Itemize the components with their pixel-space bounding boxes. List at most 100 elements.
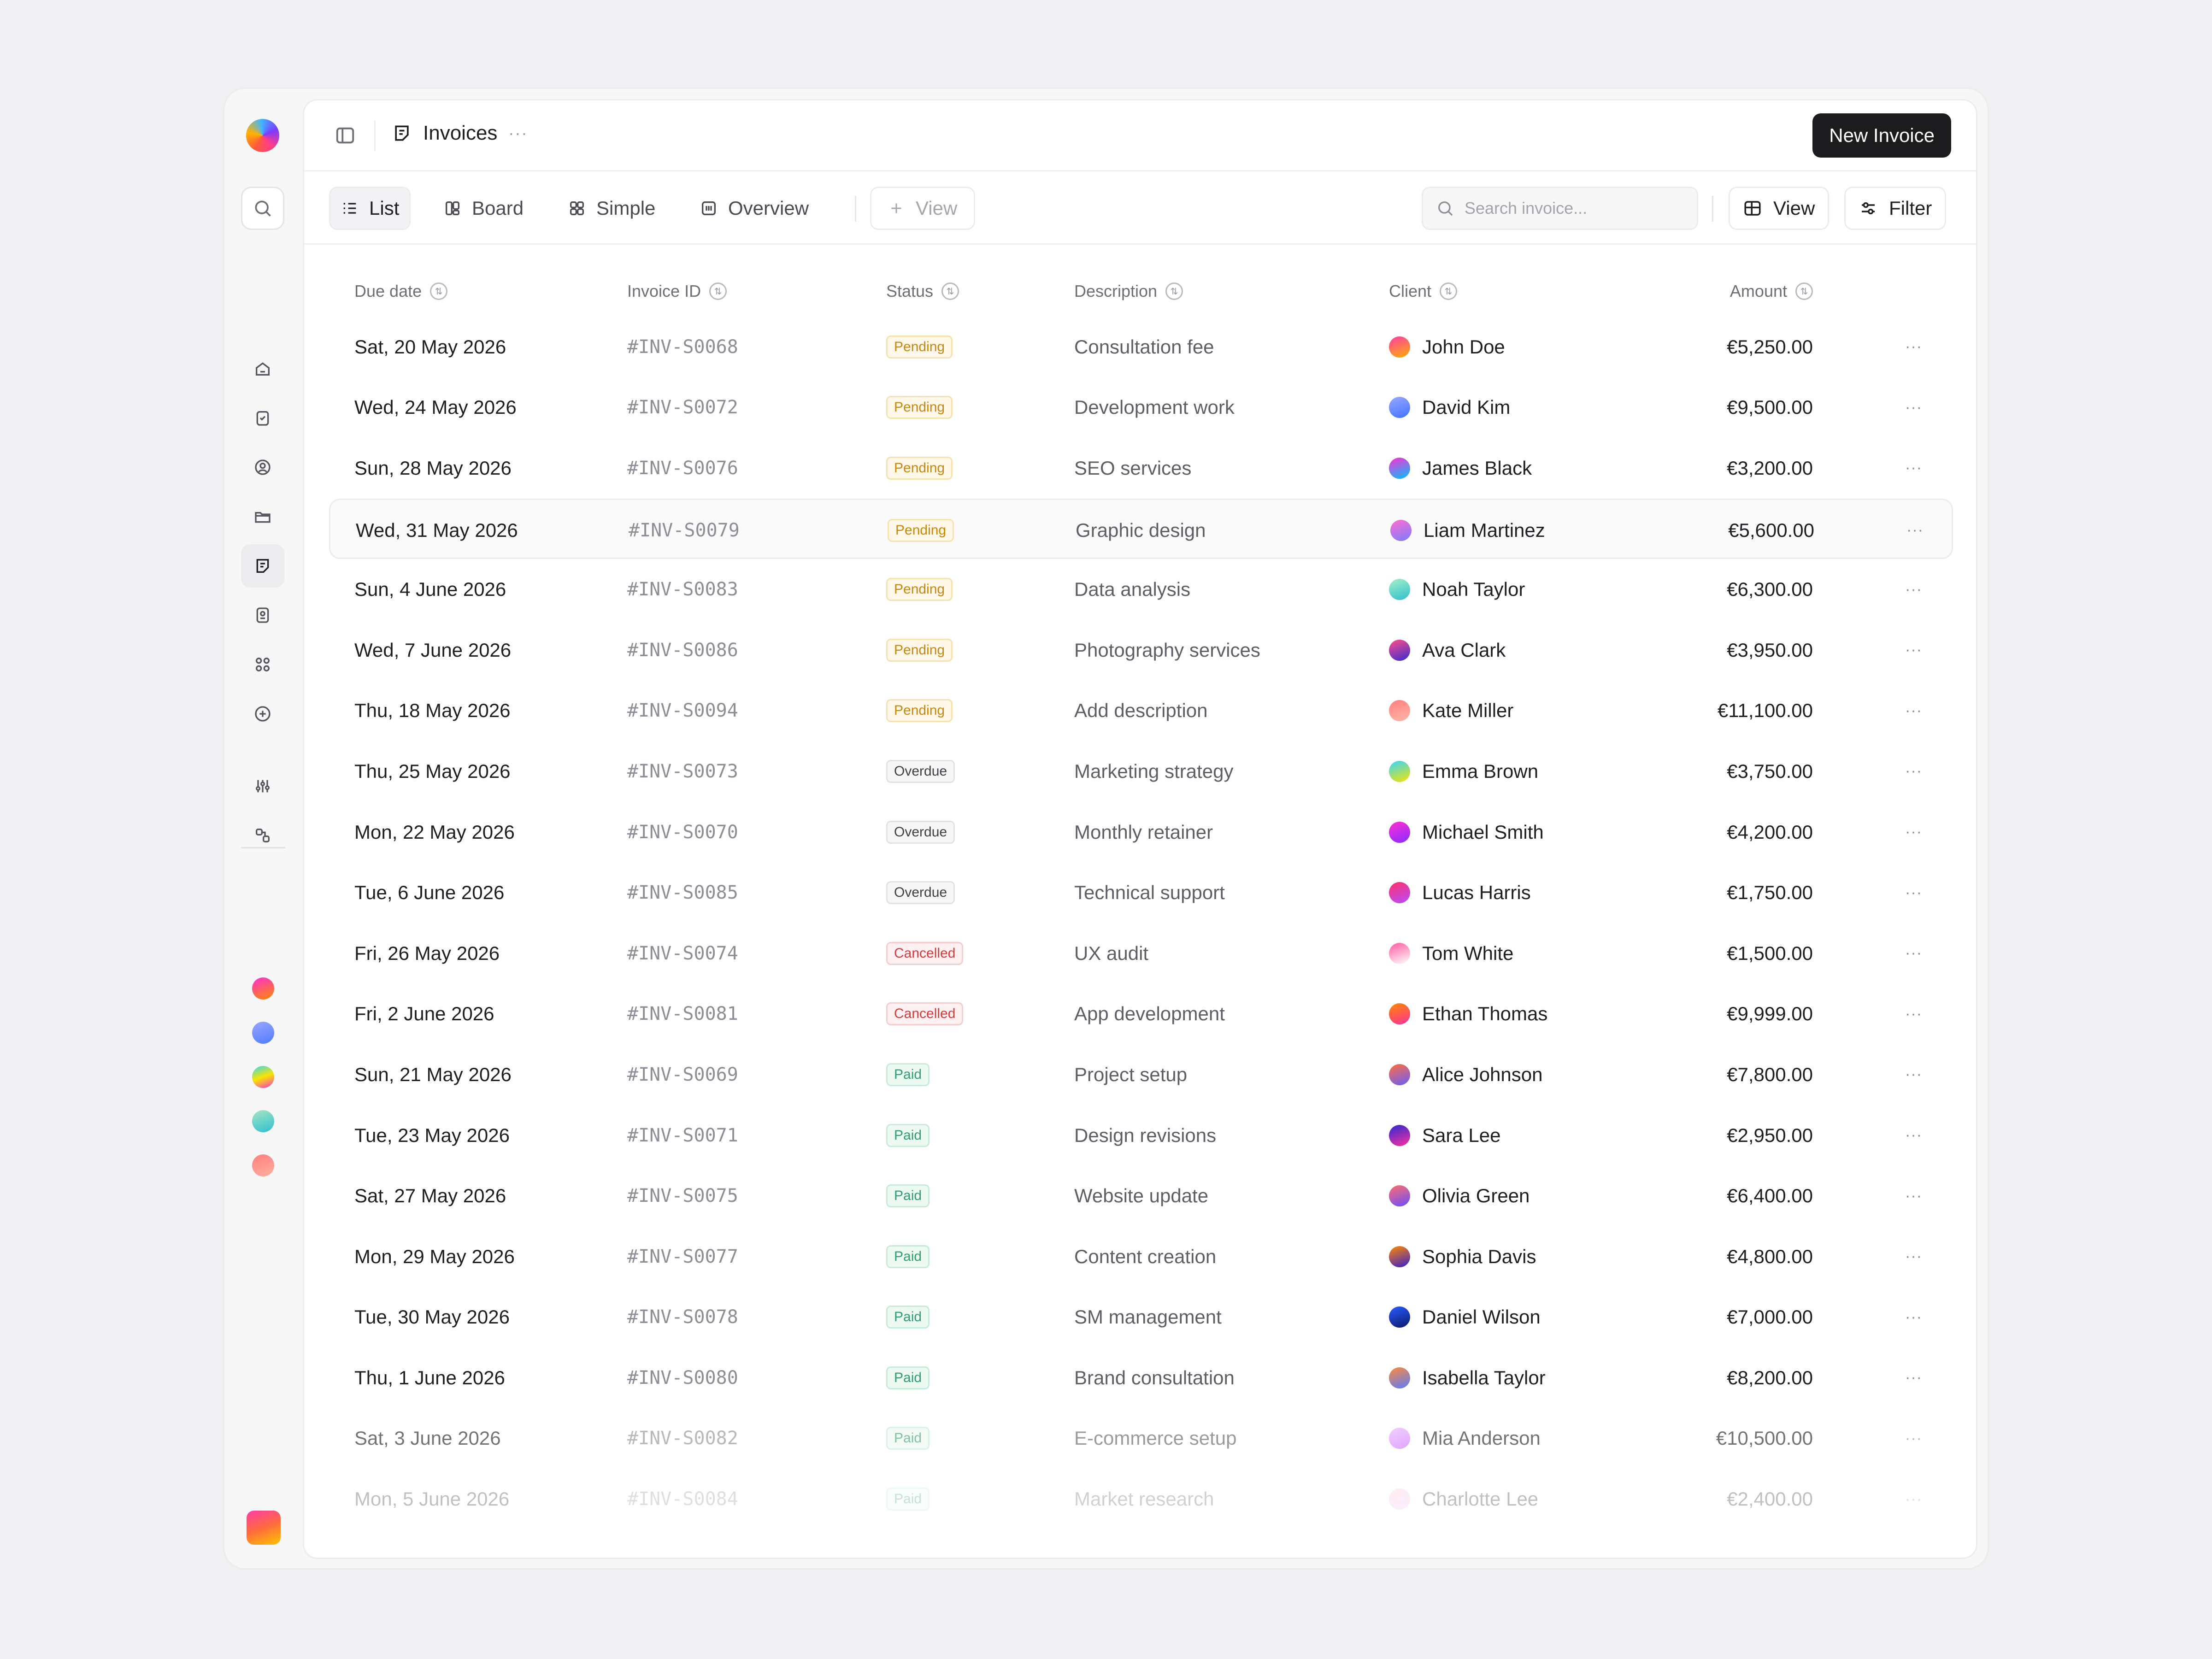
sidebar-workspace-avatar-5[interactable] (252, 1154, 274, 1177)
invoice-id-cell[interactable]: #INV-S0081 (627, 1003, 738, 1025)
row-actions-button[interactable]: ··· (1905, 1005, 1922, 1023)
row-actions-button[interactable]: ··· (1905, 641, 1922, 659)
add-view-button[interactable]: View (870, 187, 976, 230)
table-row[interactable]: Sun, 28 May 2026 #INV-S0076 Pending SEO ser… (329, 438, 1953, 499)
sidebar-item-contacts[interactable] (241, 594, 284, 637)
invoice-id-cell[interactable]: #INV-S0079 (629, 519, 740, 541)
row-actions-button[interactable]: ··· (1905, 338, 1922, 356)
column-invoice-id-label: Invoice ID (627, 282, 701, 300)
invoice-id-cell[interactable]: #INV-S0086 (627, 639, 738, 661)
table-row[interactable]: Mon, 29 May 2026 #INV-S0077 Paid Content cr… (329, 1226, 1953, 1287)
row-actions-button[interactable]: ··· (1905, 1308, 1922, 1326)
sidebar-item-files[interactable] (241, 495, 284, 538)
tab-list[interactable]: List (329, 187, 411, 230)
app-switcher[interactable] (247, 1511, 281, 1545)
table-row[interactable]: Wed, 24 May 2026 #INV-S0072 Pending Develop… (329, 377, 1953, 438)
sidebar-item-home[interactable] (241, 347, 284, 390)
tab-board[interactable]: Board (433, 187, 534, 230)
row-actions-button[interactable]: ··· (1906, 521, 1924, 539)
column-client[interactable]: Client ⇅ (1389, 282, 1458, 301)
sidebar-item-adjustments[interactable] (241, 765, 284, 808)
table-row[interactable]: Fri, 26 May 2026 #INV-S0074 Cancelled UX au… (329, 923, 1953, 984)
sidebar-workspace-avatar-4[interactable] (252, 1110, 274, 1132)
invoice-id-cell[interactable]: #INV-S0073 (627, 760, 738, 782)
row-actions-button[interactable]: ··· (1905, 1490, 1922, 1508)
new-invoice-button[interactable]: New Invoice (1812, 113, 1951, 158)
row-actions-button[interactable]: ··· (1905, 944, 1922, 962)
row-actions-button[interactable]: ··· (1905, 398, 1922, 416)
row-actions-button[interactable]: ··· (1905, 1369, 1922, 1387)
view-button[interactable]: View (1729, 187, 1830, 230)
invoice-id-cell[interactable]: #INV-S0075 (627, 1185, 738, 1207)
row-actions-button[interactable]: ··· (1905, 1065, 1922, 1083)
invoice-id-cell[interactable]: #INV-S0085 (627, 882, 738, 904)
column-due-date[interactable]: Due date ⇅ (354, 282, 448, 301)
invoice-id-cell[interactable]: #INV-S0078 (627, 1306, 738, 1328)
row-actions-button[interactable]: ··· (1905, 883, 1922, 901)
invoice-id-cell[interactable]: #INV-S0080 (627, 1367, 738, 1388)
sidebar-workspace-avatar-2[interactable] (252, 1022, 274, 1044)
invoice-id-cell[interactable]: #INV-S0071 (627, 1124, 738, 1146)
sidebar-item-profile[interactable] (241, 446, 284, 489)
table-row[interactable]: Thu, 25 May 2026 #INV-S0073 Overdue Marketi… (329, 741, 1953, 802)
table-row[interactable]: Sat, 27 May 2026 #INV-S0075 Paid Website up… (329, 1165, 1953, 1226)
column-status[interactable]: Status ⇅ (886, 282, 959, 301)
due-date-cell: Sat, 3 June 2026 (354, 1427, 501, 1449)
table-row[interactable]: Thu, 18 May 2026 #INV-S0094 Pending Add des… (329, 681, 1953, 741)
invoice-id-cell[interactable]: #INV-S0084 (627, 1488, 738, 1510)
tab-simple[interactable]: Simple (558, 187, 665, 230)
row-actions-button[interactable]: ··· (1905, 1187, 1922, 1205)
table-row[interactable]: Mon, 5 June 2026 #INV-S0084 Paid Market res… (329, 1469, 1953, 1530)
search-input[interactable]: Search invoice... (1422, 187, 1698, 230)
row-actions-button[interactable]: ··· (1905, 580, 1922, 598)
invoice-id-cell[interactable]: #INV-S0076 (627, 457, 738, 479)
table-row[interactable]: Sun, 21 May 2026 #INV-S0069 Paid Project se… (329, 1044, 1953, 1105)
amount-cell: €2,950.00 (1727, 1124, 1813, 1146)
filter-button[interactable]: Filter (1844, 187, 1947, 230)
sidebar-workspace-avatar-1[interactable] (252, 977, 274, 1000)
row-actions-button[interactable]: ··· (1905, 823, 1922, 841)
status-cell: Overdue (886, 862, 955, 923)
invoice-id-cell[interactable]: #INV-S0069 (627, 1064, 738, 1085)
table-row[interactable]: Sat, 3 June 2026 #INV-S0082 Paid E-commerce… (329, 1408, 1953, 1469)
row-actions-button[interactable]: ··· (1905, 459, 1922, 477)
row-actions-button[interactable]: ··· (1905, 762, 1922, 780)
row-actions-button[interactable]: ··· (1905, 1247, 1922, 1265)
sidebar-item-apps[interactable] (241, 643, 284, 686)
column-description[interactable]: Description ⇅ (1074, 282, 1183, 301)
invoice-id-cell[interactable]: #INV-S0070 (627, 821, 738, 843)
table-row[interactable]: Sun, 4 June 2026 #INV-S0083 Pending Data an… (329, 559, 1953, 620)
column-invoice-id[interactable]: Invoice ID ⇅ (627, 282, 727, 301)
table-row[interactable]: Tue, 30 May 2026 #INV-S0078 Paid SM managem… (329, 1287, 1953, 1348)
table-row[interactable]: Mon, 22 May 2026 #INV-S0070 Overdue Monthly… (329, 802, 1953, 863)
table-row[interactable]: Thu, 1 June 2026 #INV-S0080 Paid Brand cons… (329, 1347, 1953, 1408)
invoice-id-cell[interactable]: #INV-S0094 (627, 700, 738, 722)
invoice-id-cell[interactable]: #INV-S0083 (627, 579, 738, 600)
sidebar-item-integrations[interactable] (241, 814, 284, 857)
table-row[interactable]: Fri, 2 June 2026 #INV-S0081 Cancelled App d… (329, 984, 1953, 1045)
sidebar-toggle-button[interactable] (334, 124, 357, 147)
sidebar-workspace-avatar-3[interactable] (252, 1066, 274, 1088)
table-row[interactable]: Tue, 23 May 2026 #INV-S0071 Paid Design rev… (329, 1105, 1953, 1166)
client-avatar (1389, 457, 1410, 479)
invoice-id-cell[interactable]: #INV-S0082 (627, 1428, 738, 1449)
workspace-logo[interactable] (246, 119, 279, 152)
invoice-id-cell[interactable]: #INV-S0077 (627, 1246, 738, 1267)
row-actions-button[interactable]: ··· (1905, 1126, 1922, 1144)
tab-overview[interactable]: Overview (689, 187, 819, 230)
sidebar-search-button[interactable] (241, 187, 284, 230)
sidebar-item-tasks[interactable] (241, 396, 284, 440)
sidebar-item-invoices[interactable] (241, 544, 284, 588)
table-row[interactable]: Wed, 31 May 2026 #INV-S0079 Pending Graphic… (329, 498, 1953, 559)
table-row[interactable]: Sat, 20 May 2026 #INV-S0068 Pending Consult… (329, 317, 1953, 377)
row-actions-button[interactable]: ··· (1905, 1429, 1922, 1447)
row-actions-button[interactable]: ··· (1905, 701, 1922, 719)
page-more-button[interactable]: ··· (508, 124, 528, 142)
table-row[interactable]: Tue, 6 June 2026 #INV-S0085 Overdue Technic… (329, 862, 1953, 923)
invoice-id-cell[interactable]: #INV-S0068 (627, 336, 738, 358)
column-amount[interactable]: Amount ⇅ (1642, 282, 1813, 301)
invoice-id-cell[interactable]: #INV-S0074 (627, 942, 738, 964)
table-row[interactable]: Wed, 7 June 2026 #INV-S0086 Pending Photogr… (329, 620, 1953, 681)
sidebar-item-add[interactable] (241, 692, 284, 735)
invoice-id-cell[interactable]: #INV-S0072 (627, 397, 738, 418)
